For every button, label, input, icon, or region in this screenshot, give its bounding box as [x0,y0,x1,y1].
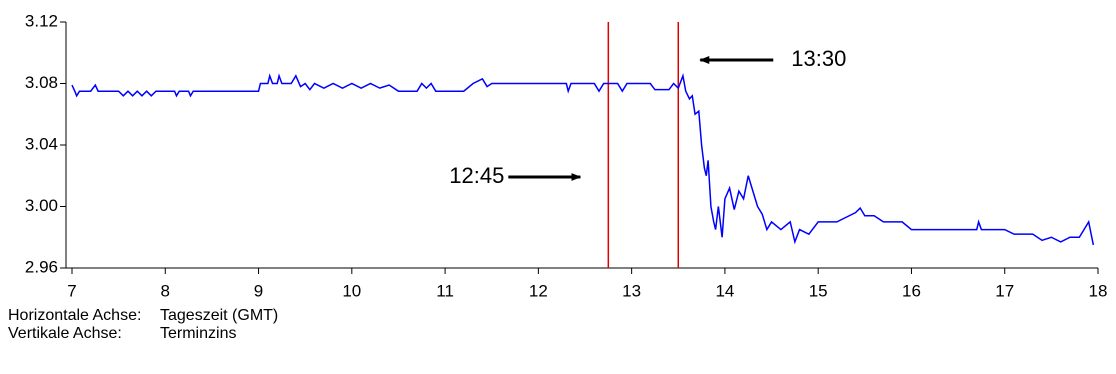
y-tick-label: 3.08 [25,73,58,92]
x-tick-label: 9 [254,281,263,300]
x-tick-label: 13 [622,281,641,300]
caption-label: Horizontale Achse: [8,307,141,324]
caption-label: Vertikale Achse: [8,325,122,342]
x-tick-label: 10 [342,281,361,300]
x-tick-label: 15 [809,281,828,300]
x-tick-label: 12 [529,281,548,300]
x-tick-label: 7 [67,281,76,300]
y-tick-label: 2.96 [25,257,58,276]
x-tick-label: 14 [715,281,734,300]
x-tick-label: 17 [995,281,1014,300]
caption-text: Tageszeit (GMT) [160,307,278,324]
caption-text: Terminzins [160,325,236,342]
x-tick-label: 16 [902,281,921,300]
annotation: 13:30 [791,46,846,71]
line-series [71,73,1095,246]
y-tick-label: 3.00 [25,196,58,215]
y-tick-label: 3.04 [25,134,58,153]
x-tick-label: 8 [161,281,170,300]
annotation: 12:45 [449,163,504,188]
x-tick-label: 18 [1089,281,1108,300]
y-tick-label: 3.12 [25,11,58,30]
x-tick-label: 11 [436,281,454,300]
